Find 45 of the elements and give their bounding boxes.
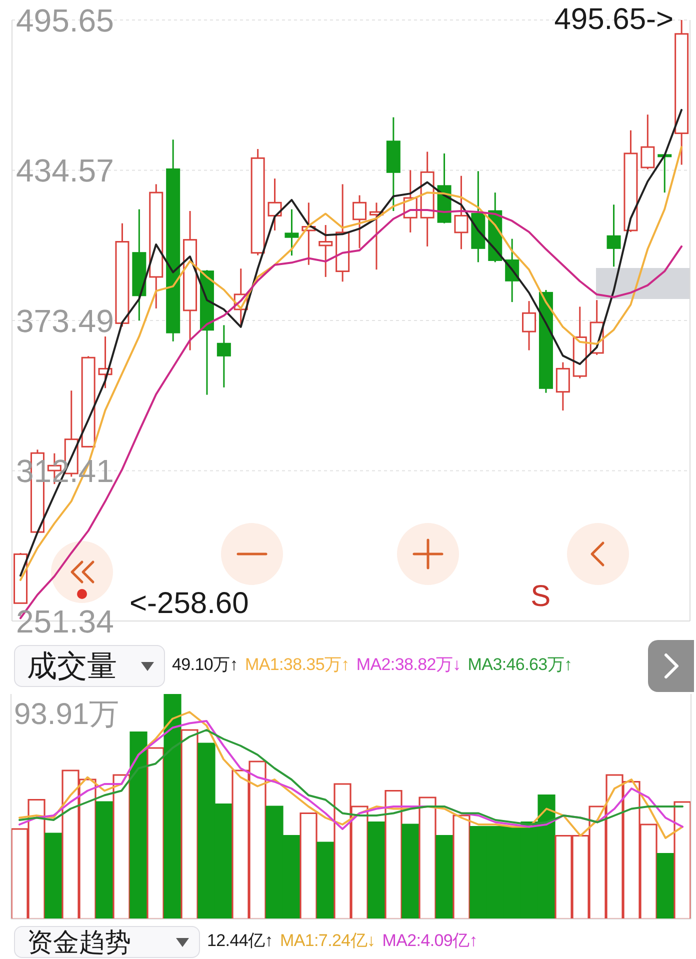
candlestick bbox=[352, 194, 367, 249]
candlestick bbox=[318, 224, 333, 278]
bar bbox=[418, 796, 436, 919]
candlestick bbox=[606, 204, 621, 268]
candlestick bbox=[284, 208, 299, 256]
y-tick-label: 495.65 bbox=[16, 2, 114, 38]
bar bbox=[368, 821, 386, 919]
bar bbox=[452, 814, 470, 919]
annotation: 495.65-> bbox=[554, 2, 674, 38]
annotation: <-258.60 bbox=[130, 586, 249, 622]
dropdown-field: 资金趋势 bbox=[14, 926, 200, 958]
text: MA1:38.35万↑ bbox=[244, 654, 350, 676]
bar bbox=[112, 774, 130, 919]
bar bbox=[44, 832, 62, 919]
chart-title: 成交量 bbox=[27, 650, 117, 682]
annotation: S bbox=[530, 580, 551, 614]
y-tick-label: 251.34 bbox=[16, 603, 114, 640]
candlestick bbox=[216, 324, 231, 388]
bar bbox=[674, 801, 692, 919]
text: 49.10万↑ bbox=[172, 654, 238, 676]
bar bbox=[96, 801, 114, 919]
text: MA2:4.09亿↑ bbox=[382, 931, 478, 952]
candlestick bbox=[454, 175, 468, 250]
bar bbox=[316, 842, 334, 919]
bar bbox=[180, 729, 198, 919]
annotation: 93.91万 bbox=[14, 698, 120, 732]
candlestick bbox=[556, 362, 570, 412]
bar bbox=[402, 824, 420, 919]
text: 12.44亿↑ bbox=[207, 931, 273, 952]
dropdown-field: 成交量 bbox=[14, 645, 165, 687]
bar bbox=[300, 812, 318, 919]
text: MA2:38.82万↓ bbox=[356, 654, 461, 676]
text: MA1:7.24亿↓ bbox=[280, 931, 376, 952]
bar bbox=[656, 852, 674, 919]
bar bbox=[130, 731, 148, 919]
candlestick bbox=[268, 178, 282, 232]
y-tick-label: 434.57 bbox=[16, 152, 114, 189]
bar bbox=[436, 834, 454, 919]
bar bbox=[146, 747, 164, 919]
bar bbox=[384, 790, 402, 919]
text: MA3:46.63万↑ bbox=[468, 654, 572, 676]
candlestick bbox=[640, 114, 655, 170]
y-tick-label: 373.49 bbox=[16, 302, 114, 339]
candlestick bbox=[522, 300, 536, 352]
bar bbox=[164, 694, 182, 919]
